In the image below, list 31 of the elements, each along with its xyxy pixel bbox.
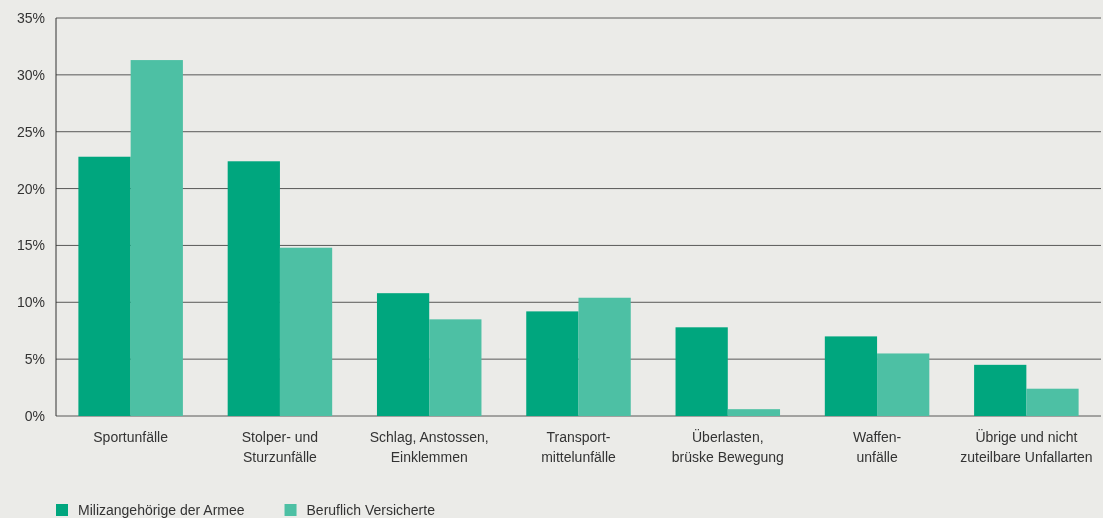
y-tick-label: 20% [16, 180, 45, 197]
bar [526, 311, 579, 416]
legend-label: Beruflich Versicherte [306, 502, 436, 518]
y-tick-label: 0% [24, 407, 45, 424]
y-tick-label: 35% [16, 9, 45, 26]
y-tick-label: 25% [16, 123, 45, 140]
bar [877, 353, 930, 416]
x-tick-label: Sportunfälle [93, 429, 169, 445]
x-tick-label: Waffen- unfälle [852, 429, 902, 465]
bar [429, 319, 482, 416]
y-tick-label: 10% [16, 294, 45, 311]
y-tick-label: 5% [24, 351, 45, 368]
bar [578, 297, 631, 416]
bar [78, 156, 131, 416]
bar [824, 336, 878, 416]
bar [227, 161, 280, 416]
bar [974, 364, 1027, 416]
x-tick-label: Transport- mittelunfälle [541, 429, 617, 465]
bar [279, 247, 333, 416]
bar [1026, 388, 1079, 416]
x-tick-label: Übrige und nicht zuteilbare Unfallarten [960, 428, 1093, 465]
y-tick-label: 15% [16, 237, 45, 254]
x-tick-label: Überlasten, brüske Bewegung [671, 428, 784, 465]
bar [727, 409, 781, 416]
bar [675, 327, 728, 416]
bar [130, 60, 183, 416]
bar [376, 293, 430, 416]
x-tick-label: Stolper- und Sturzunfälle [241, 429, 319, 465]
x-tick-label: Schlag, Anstossen, Einklemmen [369, 429, 489, 465]
y-tick-label: 30% [16, 66, 45, 83]
legend-label: Milizangehörige der Armee [78, 502, 245, 518]
